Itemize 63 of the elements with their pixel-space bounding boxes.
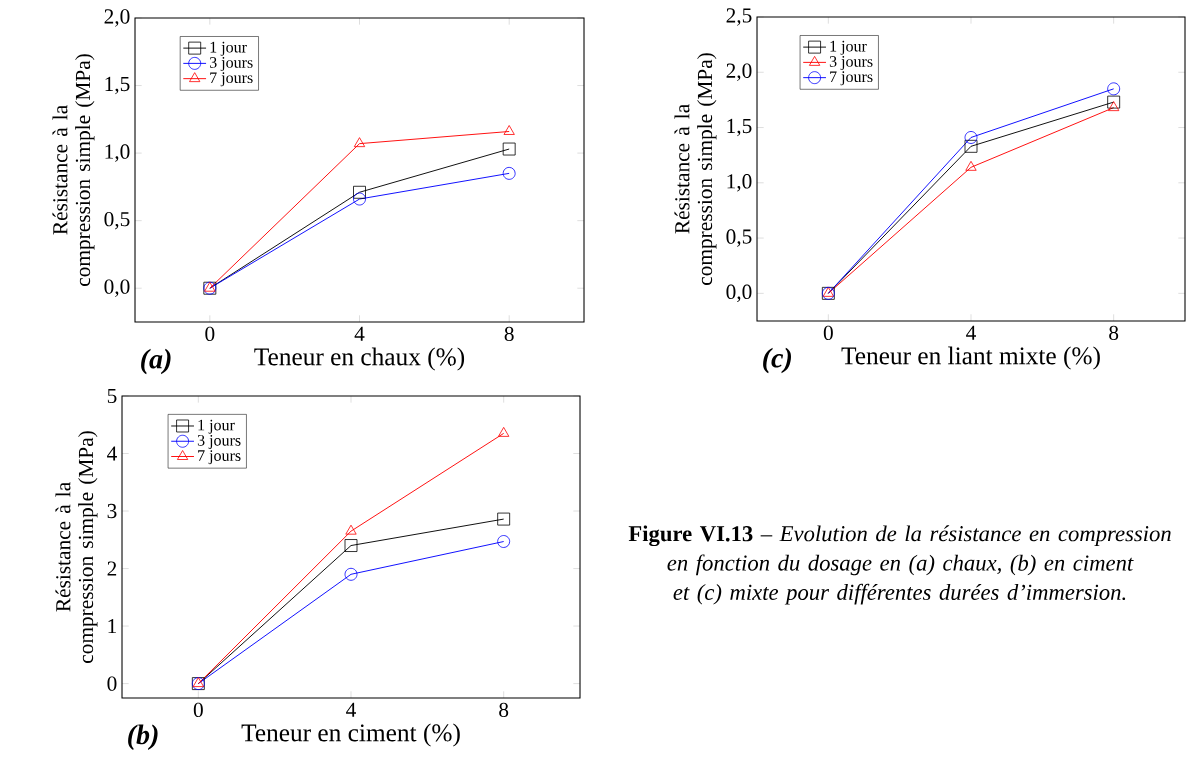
- x-tick-label: 4: [354, 326, 365, 341]
- x-tick-label: 0: [205, 326, 215, 342]
- point: [964, 131, 978, 144]
- x-tick-label: 0: [823, 325, 833, 341]
- legend-label: 1 jour: [198, 419, 235, 434]
- x-axis-title: Teneur en ciment (%): [241, 723, 460, 747]
- point: [353, 192, 366, 206]
- y-tick-label: 1,5: [727, 118, 752, 137]
- text: (c): [763, 347, 791, 374]
- point: [964, 139, 978, 153]
- legend-label: 1 jour: [830, 40, 867, 55]
- point: [502, 166, 516, 180]
- point: [344, 567, 358, 581]
- text: (a): [141, 348, 171, 375]
- x-axis-title: Teneur en liant mixte (%): [841, 346, 1100, 370]
- y-tick-label: 2,5: [726, 8, 752, 26]
- y-tick-label: 0,0: [104, 279, 130, 297]
- point: [353, 185, 366, 199]
- y-tick-label: 5: [107, 388, 117, 404]
- y-tick-label: 2,0: [104, 9, 130, 27]
- legend-label: 1 jour: [210, 41, 247, 56]
- point: [497, 535, 511, 548]
- legend-label: 3 jours: [209, 57, 253, 72]
- y-axis-title: Résistance à la compression simple (MPa): [55, 431, 98, 663]
- y-tick-label: 0,0: [726, 284, 752, 303]
- point: [353, 137, 366, 148]
- text: Figure VI.13 – Evolution de la résistance en compression en fonction du dosage en (a) chaux, (b) en ciment et (c) mixte pour différentes durées d’immersion.: [628, 525, 1171, 605]
- x-tick-label: 4: [346, 702, 356, 717]
- point: [1108, 101, 1120, 112]
- y-tick-label: 0: [107, 676, 117, 691]
- point: [503, 125, 515, 135]
- x-tick-label: 8: [499, 702, 509, 718]
- legend-label: 7 jours: [830, 71, 873, 86]
- legend-label: 7 jours: [198, 450, 241, 465]
- point: [498, 426, 510, 437]
- y-tick-label: 1: [108, 619, 117, 634]
- x-tick-label: 8: [1109, 325, 1119, 341]
- x-tick-label: 4: [966, 325, 976, 340]
- legend-label: 3 jours: [197, 434, 241, 449]
- y-tick-label: 1,0: [727, 174, 752, 192]
- legend-label: 7 jours: [210, 72, 253, 87]
- point: [345, 524, 357, 535]
- point: [344, 539, 358, 552]
- legend-label: 3 jours: [829, 56, 873, 71]
- y-tick-label: 3: [107, 503, 117, 519]
- point: [1107, 82, 1121, 96]
- point: [1107, 95, 1121, 109]
- point: [502, 142, 516, 156]
- y-axis-title: Résistance à la compression simple (MPa): [674, 53, 717, 285]
- y-tick-label: 1,5: [105, 76, 130, 95]
- x-axis-title: Teneur en chaux (%): [254, 347, 465, 371]
- y-tick-label: 1,0: [105, 144, 130, 162]
- x-tick-label: 0: [193, 702, 203, 718]
- y-tick-label: 2: [107, 561, 117, 576]
- y-axis-title: Résistance à la compression simple (MPa): [52, 54, 95, 286]
- y-tick-label: 0,5: [726, 229, 752, 247]
- point: [965, 160, 977, 171]
- point: [497, 512, 511, 526]
- x-tick-label: 8: [504, 326, 514, 342]
- y-tick-label: 0,5: [104, 211, 130, 230]
- y-tick-label: 2,0: [726, 63, 752, 81]
- text: (b): [128, 724, 158, 750]
- y-tick-label: 4: [107, 446, 117, 461]
